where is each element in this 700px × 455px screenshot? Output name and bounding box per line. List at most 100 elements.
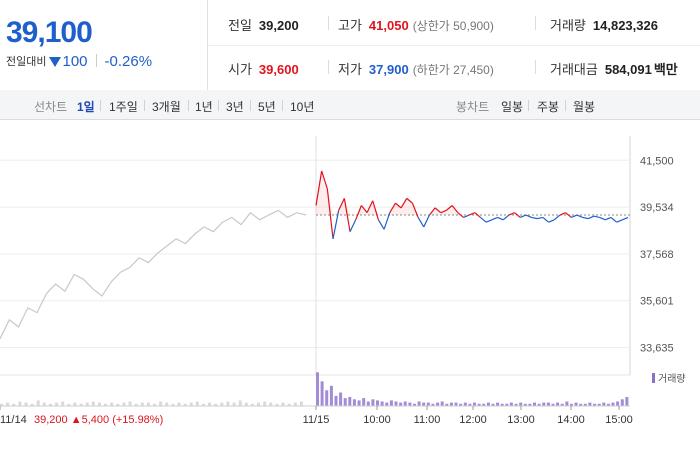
- stat-value: 41,050: [368, 18, 409, 33]
- stat-label: 거래대금: [550, 62, 598, 77]
- today-line-segment: [548, 219, 555, 223]
- x-tick-label: 15:00: [605, 414, 633, 426]
- today-line-segment: [332, 210, 340, 239]
- volume-bar: [496, 402, 500, 406]
- volume-bar: [413, 403, 416, 407]
- volume-bar: [463, 402, 467, 406]
- volume-bar: [269, 402, 273, 406]
- volume-bar: [376, 400, 379, 406]
- volume-bar: [533, 402, 536, 406]
- today-line-segment: [571, 214, 578, 218]
- today-line-segment: [366, 200, 374, 213]
- volume-bar: [275, 403, 279, 407]
- volume-bar: [620, 399, 624, 407]
- divider: [144, 100, 145, 111]
- today-line-segment: [519, 214, 527, 218]
- volume-bar: [348, 397, 352, 406]
- tab-monthly-candle[interactable]: 월봉: [573, 100, 596, 114]
- volume-bar: [514, 403, 518, 407]
- volume-bar: [146, 402, 150, 406]
- today-line-segment: [343, 198, 351, 232]
- today-line-segment: [525, 214, 532, 218]
- volume-bar: [159, 401, 163, 406]
- price-chart: 41,500 39,534 37,568 35,601 33,635 거래량 11/14 11…: [0, 120, 700, 450]
- volume-bar: [97, 402, 101, 406]
- price-box: 39,100 전일대비 100 -0.26%: [0, 0, 208, 90]
- prev-day-change: 5,400: [82, 414, 113, 426]
- volume-bar: [42, 402, 46, 406]
- x-tick-label: 11/14: [0, 414, 27, 426]
- volume-bar: [73, 402, 77, 406]
- volume-bar: [0, 403, 3, 407]
- volume-bar: [482, 403, 486, 407]
- volume-bar: [519, 402, 523, 406]
- volume-bar: [528, 403, 532, 407]
- x-tick-label: 10:00: [363, 414, 391, 426]
- volume-bar: [325, 390, 329, 407]
- volume-bar: [597, 403, 601, 407]
- stat-prev-close: 전일 39,200: [228, 15, 299, 34]
- volume-bar: [104, 403, 107, 407]
- divider: [328, 16, 329, 30]
- today-line-segment: [395, 202, 402, 209]
- tab-weekly-candle[interactable]: 주봉: [537, 100, 560, 114]
- volume-bar: [454, 402, 458, 406]
- divider: [100, 100, 101, 111]
- today-line-segment: [588, 215, 595, 220]
- volume-bar: [380, 401, 384, 406]
- divider: [218, 100, 219, 111]
- volume-bar: [371, 399, 375, 407]
- today-line-segment: [605, 216, 612, 221]
- volume-bar: [343, 398, 347, 406]
- today-line-segment: [451, 205, 459, 214]
- current-price: 39,100: [6, 16, 93, 49]
- change-percent: -0.26%: [104, 53, 153, 70]
- volume-bar: [244, 402, 248, 406]
- volume-bar: [486, 402, 490, 406]
- volume-bar: [606, 403, 610, 407]
- tab-3year[interactable]: 3년: [226, 100, 244, 114]
- volume-bar: [183, 403, 187, 407]
- stat-label: 시가: [228, 62, 252, 77]
- tab-3month[interactable]: 3개월: [152, 100, 181, 114]
- tab-daily-candle[interactable]: 일봉: [501, 100, 524, 114]
- volume-bar: [220, 402, 224, 406]
- quote-panel: 39,100 전일대비 100 -0.26% 전일 39,200 고가 41,050 (상…: [0, 0, 700, 91]
- volume-bar: [468, 403, 472, 407]
- volume-bar: [339, 392, 343, 406]
- volume-bar: [61, 401, 65, 406]
- x-tick-label: 14:00: [557, 414, 585, 426]
- volume-bar: [128, 401, 132, 406]
- volume-bar: [588, 402, 592, 406]
- prev-day-line: [0, 209, 307, 340]
- volume-bar: [556, 402, 560, 406]
- volume-bar: [12, 403, 16, 407]
- volume-legend-label: 거래량: [658, 373, 686, 385]
- stat-label: 고가: [338, 18, 362, 33]
- down-triangle-icon: [49, 57, 62, 67]
- volume-bar: [334, 395, 338, 406]
- prev-day-close: 39,200 ▲: [34, 414, 82, 426]
- tab-1day[interactable]: 1일: [77, 100, 95, 114]
- y-tick-label: 39,534: [640, 202, 674, 214]
- stat-value: 584,091: [604, 62, 652, 77]
- volume-bar: [250, 403, 254, 407]
- volume-bar: [431, 403, 435, 407]
- today-line-segment: [463, 214, 470, 218]
- stat-volume: 거래량 14,823,326: [550, 15, 658, 34]
- tab-5year[interactable]: 5년: [258, 100, 276, 114]
- volume-bar: [293, 402, 297, 406]
- tab-1year[interactable]: 1년: [195, 100, 213, 114]
- today-line-segment: [542, 216, 549, 223]
- today-line-segment: [406, 197, 413, 204]
- volume-bar: [153, 403, 156, 407]
- tab-1week[interactable]: 1주일: [109, 100, 138, 114]
- divider: [95, 54, 97, 67]
- volume-bar: [505, 403, 509, 407]
- tab-10year[interactable]: 10년: [290, 100, 315, 114]
- volume-bar: [579, 403, 583, 407]
- today-line-segment: [514, 212, 521, 218]
- volume-bar: [226, 401, 230, 406]
- volume-bar: [440, 401, 444, 406]
- divider: [528, 100, 529, 111]
